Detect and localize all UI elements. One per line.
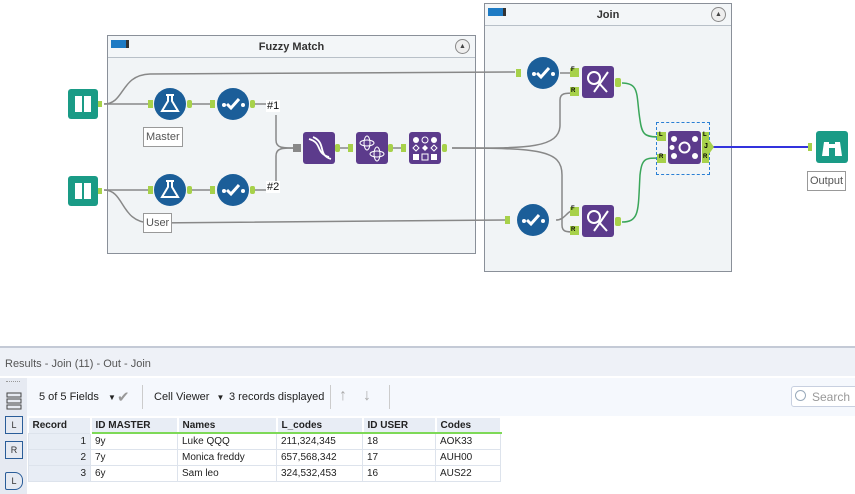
results-table: Record ID MASTER Names L_codes ID USER C… (28, 418, 502, 482)
column-header[interactable]: Record (28, 418, 92, 433)
table-cell[interactable]: Luke QQQ (177, 432, 277, 450)
table-cell[interactable]: AUH00 (435, 448, 501, 466)
table-cell[interactable]: 6y (90, 464, 178, 482)
container-grip-icon[interactable] (111, 40, 129, 48)
collapse-icon[interactable]: ▲ (711, 7, 726, 22)
fields-selector[interactable]: 5 of 5 Fields ▼ (39, 391, 116, 403)
formula-flask-icon[interactable] (148, 172, 194, 208)
arrow-down-icon[interactable]: ↓ (363, 387, 371, 404)
apply-check-icon[interactable]: ✔ (117, 389, 130, 406)
record-number-cell[interactable]: 1 (28, 432, 91, 450)
table-cell[interactable]: Sam leo (177, 464, 277, 482)
table-row[interactable]: 2 7y Monica freddy 657,568,342 17 AUH00 (28, 448, 501, 466)
divider (389, 385, 390, 409)
anchor-r-label: R (659, 154, 664, 160)
select-check-icon[interactable] (516, 55, 562, 91)
collapse-icon[interactable]: ▲ (455, 39, 470, 54)
make-group-dna-icon[interactable] (293, 131, 341, 165)
cell-viewer-label: Cell Viewer (154, 391, 210, 403)
column-header[interactable]: L_codes (276, 418, 364, 434)
search-input[interactable]: Search (791, 386, 855, 407)
table-cell[interactable]: 16 (362, 464, 436, 482)
left-anchor-icon[interactable]: L (5, 416, 23, 434)
divider (330, 385, 331, 409)
table-cell[interactable]: 657,568,342 (276, 448, 363, 466)
unique-grid-icon[interactable] (401, 131, 451, 165)
results-title: Results - Join (11) - Out - Join (0, 346, 855, 376)
dropdown-icon: ▼ (216, 393, 225, 402)
rows-icon[interactable] (6, 392, 22, 410)
search-icon (795, 390, 806, 401)
cell-viewer-selector[interactable]: Cell Viewer ▼ (154, 391, 224, 403)
results-toolbar: 5 of 5 Fields ▼ ✔ Cell Viewer ▼ 3 record… (27, 378, 855, 416)
select-check-icon[interactable] (505, 202, 551, 238)
input-data-icon[interactable] (68, 174, 102, 208)
container-title: Join (596, 9, 620, 21)
select-check-icon[interactable] (210, 86, 256, 122)
select-check-icon[interactable] (210, 172, 256, 208)
user-label[interactable]: User (143, 213, 173, 233)
search-placeholder: Search (812, 390, 851, 404)
browse-binoculars-icon[interactable] (808, 130, 850, 166)
output-label[interactable]: Output (807, 171, 847, 191)
table-cell[interactable]: 7y (90, 448, 178, 466)
column-header[interactable]: ID MASTER (90, 418, 179, 434)
master-label[interactable]: Master (143, 127, 183, 147)
input-data-icon[interactable] (68, 87, 102, 121)
arrow-up-icon[interactable]: ↑ (339, 387, 347, 404)
anchor-r-label: R (703, 154, 708, 160)
anchor-r-label: R (571, 227, 576, 233)
column-header[interactable]: ID USER (362, 418, 437, 434)
table-cell[interactable]: 9y (90, 432, 178, 450)
record-number-cell[interactable]: 2 (28, 448, 91, 466)
right-anchor-icon[interactable]: R (5, 441, 23, 459)
table-cell[interactable]: 211,324,345 (276, 432, 363, 450)
record-number-cell[interactable]: 3 (28, 464, 91, 482)
dropdown-icon: ▼ (107, 393, 116, 402)
formula-flask-icon[interactable] (148, 86, 194, 122)
fuzzy-match-atom-icon[interactable] (348, 131, 396, 165)
table-row[interactable]: 3 6y Sam leo 324,532,453 16 AUS22 (28, 464, 501, 482)
anchor-f-label: F (571, 67, 575, 73)
divider (142, 385, 143, 409)
find-replace-icon[interactable] (570, 203, 628, 239)
union-input-tag-1: #1 (266, 100, 281, 112)
table-cell[interactable]: AUS22 (435, 464, 501, 482)
anchor-l-label: L (703, 132, 707, 138)
results-side-strip: L R L (0, 378, 27, 494)
drag-handle[interactable] (6, 381, 20, 382)
anchor-f-label: F (571, 206, 575, 212)
join-icon[interactable] (657, 128, 715, 168)
column-header[interactable]: Names (177, 418, 278, 434)
table-cell[interactable]: 17 (362, 448, 436, 466)
fields-selector-label: 5 of 5 Fields (39, 391, 99, 403)
table-cell[interactable]: 18 (362, 432, 436, 450)
anchor-l-label: L (659, 132, 663, 138)
table-cell[interactable]: AOK33 (435, 432, 501, 450)
records-displayed: 3 records displayed (229, 391, 325, 403)
container-header[interactable]: Join ▲ (485, 4, 731, 26)
table-header-row: Record ID MASTER Names L_codes ID USER C… (28, 418, 502, 434)
table-cell[interactable]: 324,532,453 (276, 464, 363, 482)
anchor-j-label: J (704, 143, 708, 150)
container-title: Fuzzy Match (258, 41, 325, 53)
container-grip-icon[interactable] (488, 8, 506, 16)
output-anchor-icon[interactable]: L (5, 472, 23, 490)
column-header[interactable]: Codes (435, 418, 502, 434)
union-input-tag-2: #2 (266, 181, 281, 193)
anchor-r-label: R (571, 88, 576, 94)
table-cell[interactable]: Monica freddy (177, 448, 277, 466)
container-header[interactable]: Fuzzy Match ▲ (108, 36, 475, 58)
table-row[interactable]: 1 9y Luke QQQ 211,324,345 18 AOK33 (28, 432, 501, 450)
find-replace-icon[interactable] (570, 64, 628, 100)
